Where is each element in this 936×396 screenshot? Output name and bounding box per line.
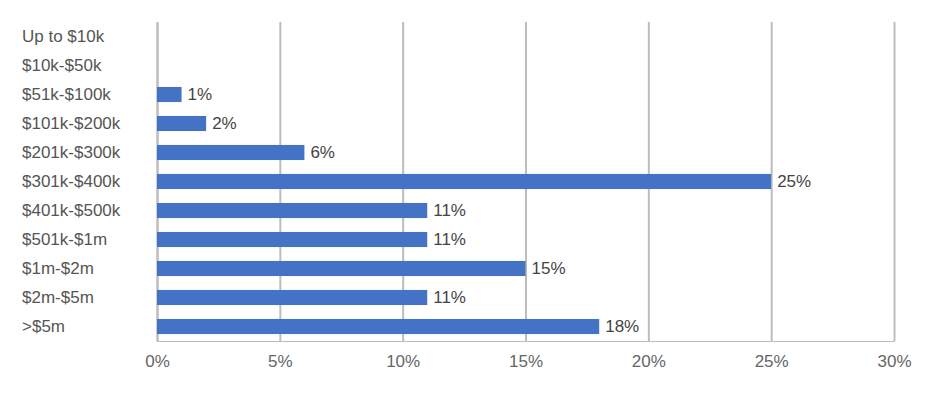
x-tick: 25%	[755, 22, 789, 371]
category-label: $501k-$1m	[22, 230, 107, 249]
y-tick: $1m-$2m	[22, 259, 94, 278]
bar	[157, 232, 427, 247]
data-label: 11%	[433, 230, 466, 249]
data-label: 25%	[777, 172, 811, 191]
x-tick: 0%	[145, 22, 170, 371]
y-tick: $101k-$200k	[22, 114, 121, 133]
bar	[157, 290, 427, 305]
data-label: 11%	[433, 288, 466, 307]
bar	[157, 87, 182, 102]
category-label: >$5m	[22, 317, 65, 336]
bar	[157, 116, 206, 131]
x-tick-label: 0%	[145, 352, 170, 371]
data-labels: 1% 2% 6% 25% 11% 11% 15% 11% 18%	[188, 85, 812, 336]
y-axis: Up to $10k $10k-$50k $51k-$100k $101k-$200k…	[22, 23, 158, 342]
y-tick: $401k-$500k	[22, 201, 121, 220]
grid-line	[894, 22, 896, 341]
bar	[157, 145, 304, 160]
x-axis-line	[158, 22, 895, 342]
data-label: 2%	[212, 114, 237, 133]
category-label: $401k-$500k	[22, 201, 121, 220]
y-tick: $201k-$300k	[22, 143, 121, 162]
y-tick: $2m-$5m	[22, 288, 94, 307]
x-tick: 10%	[386, 22, 420, 371]
category-label: $101k-$200k	[22, 114, 121, 133]
y-tick: $51k-$100k	[22, 85, 111, 104]
y-tick: Up to $10k	[22, 27, 105, 46]
x-tick: 30%	[877, 22, 911, 371]
category-label: Up to $10k	[22, 27, 105, 46]
category-label: $10k-$50k	[22, 56, 102, 75]
x-tick-label: 25%	[755, 352, 789, 371]
bars	[157, 87, 771, 334]
x-tick-label: 5%	[268, 352, 293, 371]
x-tick-label: 10%	[386, 352, 420, 371]
data-label: 15%	[532, 259, 566, 278]
chart: 0% 5% 10% 15% 20% 25% 30% Up to $10k $10k-$50k $5…	[0, 0, 936, 396]
bar	[157, 203, 427, 218]
plot: 0% 5% 10% 15% 20% 25% 30% Up to $10k $10k-$50k $5…	[22, 22, 912, 371]
x-tick-label: 20%	[632, 352, 666, 371]
y-tick: $501k-$1m	[22, 230, 107, 249]
y-tick: $301k-$400k	[22, 172, 121, 191]
data-label: 11%	[433, 201, 466, 220]
bar	[157, 174, 771, 189]
category-label: $1m-$2m	[22, 259, 94, 278]
x-tick-label: 30%	[877, 352, 911, 371]
bar	[157, 261, 526, 276]
bar	[157, 319, 599, 334]
data-label: 1%	[188, 85, 213, 104]
x-tick: 5%	[268, 22, 293, 371]
category-label: $301k-$400k	[22, 172, 121, 191]
x-tick-label: 15%	[509, 352, 543, 371]
category-label: $51k-$100k	[22, 85, 111, 104]
y-tick: >$5m	[22, 317, 65, 336]
category-label: $2m-$5m	[22, 288, 94, 307]
data-label: 18%	[605, 317, 639, 336]
data-label: 6%	[310, 143, 335, 162]
x-axis: 0% 5% 10% 15% 20% 25% 30%	[145, 22, 911, 371]
y-tick: $10k-$50k	[22, 56, 102, 75]
x-tick: 15%	[509, 22, 543, 371]
category-label: $201k-$300k	[22, 143, 121, 162]
